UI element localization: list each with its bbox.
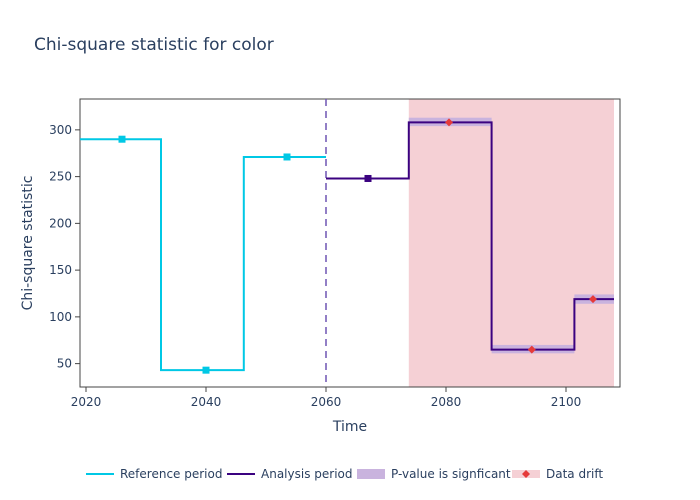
x-tick-label: 2020	[71, 395, 102, 409]
series-1-marker-0	[364, 174, 372, 182]
drift-point-0	[445, 118, 453, 127]
legend-item-0: Reference period	[86, 467, 222, 481]
plot-area: 2020 2040 2060 2080 2100 50 100 150 200 250 300	[49, 98, 621, 409]
x-tick-label: 2100	[551, 395, 582, 409]
y-tick-label: 150	[49, 263, 72, 277]
y-tick-label: 200	[49, 216, 72, 230]
drift-point-1	[527, 345, 536, 354]
x-tick-label: 2060	[311, 395, 342, 409]
x-tick-label: 2040	[191, 395, 222, 409]
drift-point-2	[589, 295, 597, 304]
legend-label: Reference period	[120, 467, 222, 481]
y-axis-title: Chi-square statistic	[20, 176, 36, 311]
legend-swatch-drift-marker	[522, 470, 530, 478]
legend-item-2: P-value is signficant	[357, 467, 511, 481]
legend-item-1: Analysis period	[227, 467, 352, 481]
y-tick-label: 300	[49, 123, 72, 137]
series-0-marker-1	[202, 366, 210, 374]
series-line-0	[80, 138, 326, 372]
series-0-marker-0	[118, 135, 126, 143]
x-axis-title: Time	[332, 419, 367, 435]
legend-label: Analysis period	[261, 467, 352, 481]
series-0-marker-2	[283, 153, 291, 161]
legend-item-3: Data drift	[512, 467, 603, 481]
y-tick-label: 50	[57, 357, 72, 371]
legend-label: Data drift	[546, 467, 603, 481]
legend-swatch-band	[357, 469, 385, 479]
legend: Reference period Analysis period P-value i…	[86, 467, 603, 481]
legend-label: P-value is signficant	[391, 467, 511, 481]
chart-title: Chi-square statistic for color	[34, 35, 274, 55]
plot-frame	[79, 98, 621, 388]
y-tick-label: 250	[49, 170, 72, 184]
series-line-1	[326, 121, 614, 351]
drift-region	[408, 99, 614, 387]
y-tick-label: 100	[49, 310, 72, 324]
x-tick-label: 2080	[431, 395, 462, 409]
